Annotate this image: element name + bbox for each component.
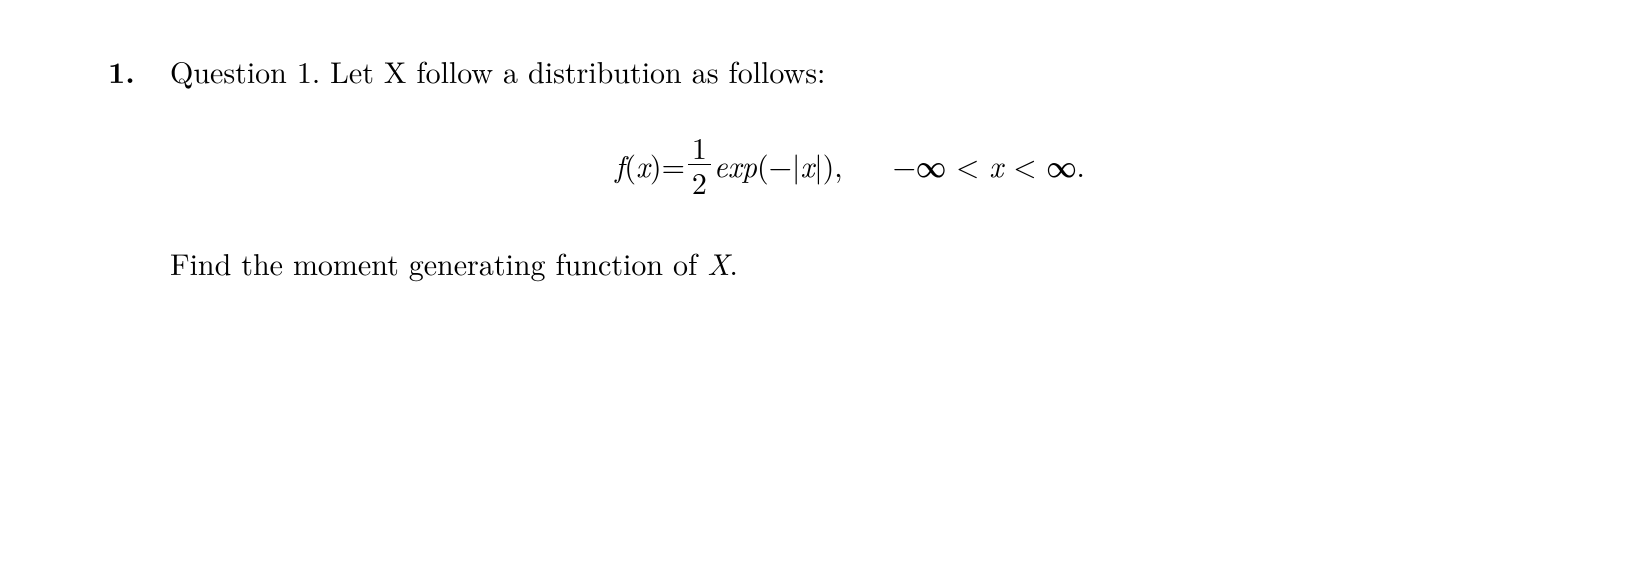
lparen1: ( (624, 144, 636, 186)
question-block: 1. Question 1. Let X follow a distributi… (100, 50, 1530, 284)
rparen1: ) (650, 144, 662, 186)
equation-main: f ( x ) = 1 2 exp (−| x |), (615, 132, 843, 197)
fx-symbol: f (615, 144, 624, 186)
x-var-1: x (636, 144, 650, 186)
fraction-denominator: 2 (688, 164, 711, 197)
lparen2: (−| (757, 144, 800, 186)
equation-container: f ( x ) = 1 2 exp (−| x |), −∞ < x < ∞. (615, 132, 1085, 197)
exp-function: exp (714, 144, 757, 186)
x-var-2: x (800, 144, 814, 186)
equals: = (662, 144, 685, 186)
closing-var-x: X (707, 241, 729, 284)
closing-pre: Find the moment generating function of (170, 241, 707, 284)
equation-block: f ( x ) = 1 2 exp (−| x |), −∞ < x < ∞. (170, 132, 1530, 197)
cond-right: < ∞. (1003, 143, 1085, 186)
item-number: 1. (100, 50, 170, 92)
closing-post: . (730, 241, 738, 284)
range-condition: −∞ < x < ∞. (893, 144, 1085, 186)
rparen2: |), (814, 144, 842, 186)
cond-x-var: x (989, 143, 1003, 186)
closing-line: Find the moment generating function of X… (170, 242, 1530, 284)
intro-line: Question 1. Let X follow a distribution … (170, 50, 1530, 92)
cond-left: −∞ < (893, 143, 990, 186)
fraction-half: 1 2 (688, 132, 711, 197)
question-content: Question 1. Let X follow a distribution … (170, 50, 1530, 284)
